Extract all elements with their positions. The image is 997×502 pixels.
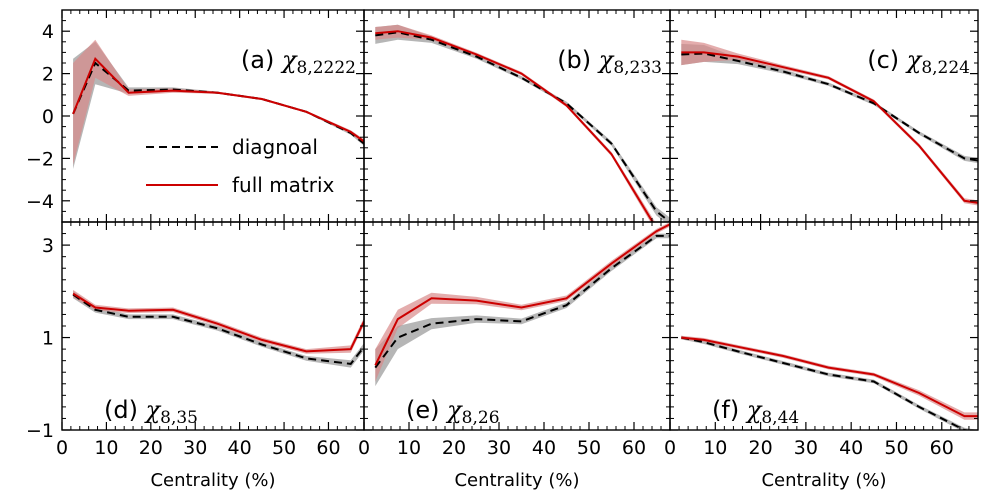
xtick-label-e-6: 60 <box>622 437 646 459</box>
xtick-label-f-5: 50 <box>884 437 908 459</box>
xtick-label-d-2: 20 <box>139 437 163 459</box>
xtick-label-d-3: 30 <box>183 437 207 459</box>
panel-label-subscript-f: 8,44 <box>761 408 799 428</box>
panel-label-prefix-f: (f) <box>712 396 747 424</box>
panel-label-symbol-d: χ <box>144 396 162 424</box>
band-diag-b <box>375 24 670 222</box>
panel-label-subscript-d: 8,35 <box>160 408 198 428</box>
xtick-label-f-1: 10 <box>703 437 727 459</box>
band-full-d <box>73 289 364 354</box>
legend-label-1: full matrix <box>232 173 335 197</box>
panel-label-e: (e) χ8,26 <box>406 396 500 428</box>
panel-label-symbol-c: χ <box>905 46 923 74</box>
xtick-label-e-3: 30 <box>487 437 511 459</box>
ytick-label-a-3: −2 <box>26 148 54 170</box>
xtick-label-f-6: 60 <box>930 437 954 459</box>
band-diag-e <box>375 233 670 387</box>
xtick-label-d-1: 10 <box>94 437 118 459</box>
panel-label-prefix-b: (b) <box>557 46 599 74</box>
xtick-label-f-2: 20 <box>748 437 772 459</box>
x-axis-title-d: Centrality (%) <box>150 470 275 491</box>
ytick-label-a-4: −4 <box>26 191 54 213</box>
line-full-c <box>681 51 978 204</box>
panel-frame-c <box>669 9 979 223</box>
line-full-a <box>72 57 364 143</box>
xtick-label-e-2: 20 <box>442 437 466 459</box>
line-diag-c <box>681 52 978 162</box>
x-axis-title-f: Centrality (%) <box>761 470 886 491</box>
panel-label-subscript-c: 8,224 <box>921 58 970 78</box>
ytick-label-d-2: −1 <box>26 420 54 442</box>
panel-label-subscript-a: 8,2222 <box>297 58 356 78</box>
panel-frame-b <box>363 9 671 223</box>
panel-label-symbol-b: χ <box>597 46 615 74</box>
ytick-label-d-1: 1 <box>42 328 54 350</box>
xtick-label-d-0: 0 <box>56 437 68 459</box>
panel-label-c: (c) χ8,224 <box>867 46 970 78</box>
panel-label-d: (d) χ8,35 <box>104 396 198 428</box>
line-full-f <box>681 336 978 418</box>
panel-label-prefix-c: (c) <box>867 46 907 74</box>
panel-label-symbol-e: χ <box>445 396 463 424</box>
xtick-label-d-4: 40 <box>228 437 252 459</box>
panel-label-b: (b) χ8,233 <box>557 46 662 78</box>
panel-label-a: (a) χ8,2222 <box>241 46 356 78</box>
panel-label-f: (f) χ8,44 <box>712 396 799 428</box>
xtick-label-d-6: 60 <box>316 437 340 459</box>
line-full-d <box>72 292 364 353</box>
xtick-label-d-5: 50 <box>272 437 296 459</box>
panel-label-prefix-a: (a) <box>241 46 282 74</box>
band-diag-d <box>73 290 364 368</box>
panel-label-prefix-e: (e) <box>406 396 447 424</box>
panel-label-subscript-e: 8,26 <box>462 408 500 428</box>
ytick-label-a-1: 2 <box>42 64 54 86</box>
xtick-label-f-0: 0 <box>664 437 676 459</box>
xtick-label-e-5: 50 <box>577 437 601 459</box>
band-full-a <box>73 39 364 165</box>
xtick-label-f-4: 40 <box>839 437 863 459</box>
xtick-label-e-4: 40 <box>532 437 556 459</box>
band-full-e <box>375 222 670 382</box>
xtick-label-e-0: 0 <box>358 437 370 459</box>
ytick-label-d-0: 3 <box>42 235 54 257</box>
band-full-c <box>681 39 978 206</box>
band-diag-f <box>681 335 978 430</box>
xtick-label-f-3: 30 <box>794 437 818 459</box>
band-full-b <box>375 24 656 222</box>
legend-label-0: diagnoal <box>232 135 318 159</box>
ytick-label-a-2: 0 <box>42 106 54 128</box>
line-full-b <box>375 30 654 222</box>
line-full-e <box>374 223 670 366</box>
panel-label-prefix-d: (d) <box>104 396 146 424</box>
panel-label-symbol-a: χ <box>280 46 298 74</box>
xtick-label-e-1: 10 <box>397 437 421 459</box>
x-axis-title-e: Centrality (%) <box>454 470 579 491</box>
panel-label-symbol-f: χ <box>745 396 763 424</box>
ytick-label-a-0: 4 <box>42 21 54 43</box>
line-diag-d <box>72 293 364 365</box>
panel-label-subscript-b: 8,233 <box>613 58 662 78</box>
